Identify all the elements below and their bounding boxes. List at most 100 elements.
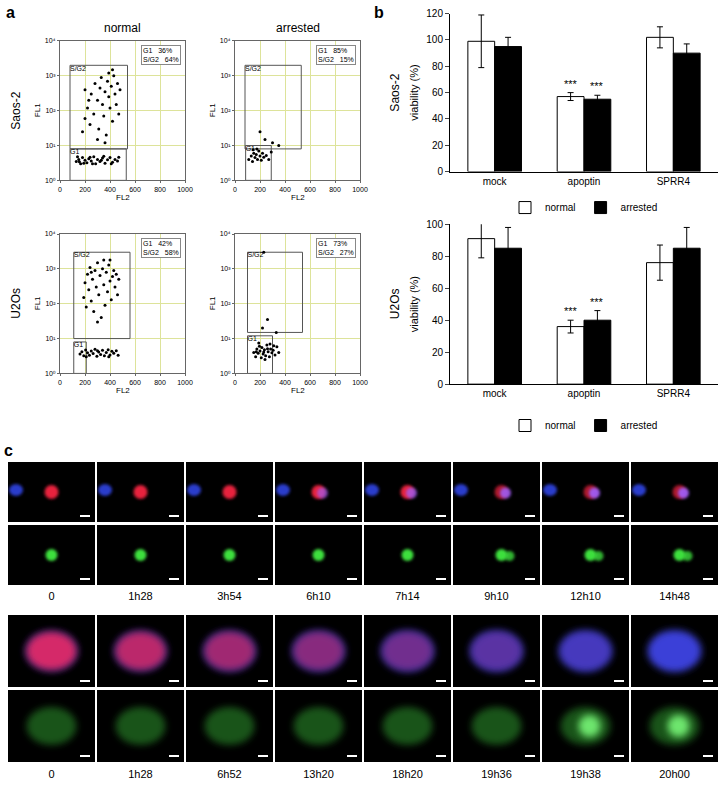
svg-text:10¹: 10¹ bbox=[45, 335, 56, 342]
svg-text:10⁰: 10⁰ bbox=[45, 370, 56, 377]
svg-text:S/G2: S/G2 bbox=[74, 251, 90, 258]
svg-text:1000: 1000 bbox=[177, 379, 193, 386]
svg-text:FL2: FL2 bbox=[116, 193, 130, 202]
svg-text:apoptin: apoptin bbox=[568, 176, 601, 187]
svg-text:G1 36%S/G2 64%: G1 36%S/G2 64% bbox=[143, 47, 179, 63]
svg-text:G1: G1 bbox=[70, 148, 79, 155]
svg-text:10¹: 10¹ bbox=[45, 142, 56, 149]
svg-text:0: 0 bbox=[437, 166, 443, 177]
svg-text:40: 40 bbox=[432, 113, 444, 124]
svg-text:10⁴: 10⁴ bbox=[45, 230, 56, 237]
svg-text:13h20: 13h20 bbox=[303, 768, 334, 780]
svg-text:60: 60 bbox=[432, 87, 444, 98]
svg-text:600: 600 bbox=[129, 379, 141, 386]
svg-text:viability (%): viability (%) bbox=[408, 276, 420, 332]
svg-text:40: 40 bbox=[432, 315, 444, 326]
svg-text:10⁴: 10⁴ bbox=[220, 37, 231, 44]
svg-text:10²: 10² bbox=[220, 107, 231, 114]
svg-text:10⁰: 10⁰ bbox=[45, 177, 56, 184]
svg-text:c: c bbox=[4, 442, 13, 459]
svg-text:0: 0 bbox=[233, 379, 237, 386]
svg-text:10¹: 10¹ bbox=[220, 142, 231, 149]
svg-text:120: 120 bbox=[426, 8, 443, 19]
svg-text:10³: 10³ bbox=[220, 265, 231, 272]
svg-text:b: b bbox=[374, 4, 384, 21]
svg-text:800: 800 bbox=[154, 186, 166, 193]
svg-text:80: 80 bbox=[432, 251, 444, 262]
svg-text:arrested: arrested bbox=[276, 21, 320, 35]
svg-text:mock: mock bbox=[483, 176, 508, 187]
svg-text:S/G2: S/G2 bbox=[245, 65, 261, 72]
svg-text:***: *** bbox=[590, 80, 604, 92]
svg-text:10³: 10³ bbox=[45, 72, 56, 79]
svg-text:400: 400 bbox=[279, 186, 291, 193]
svg-text:1h28: 1h28 bbox=[128, 768, 152, 780]
svg-text:10³: 10³ bbox=[45, 265, 56, 272]
svg-text:G1 73%S/G2 27%: G1 73%S/G2 27% bbox=[318, 240, 354, 256]
svg-text:600: 600 bbox=[304, 186, 316, 193]
svg-text:10²: 10² bbox=[45, 300, 56, 307]
svg-text:20: 20 bbox=[432, 347, 444, 358]
svg-text:6h52: 6h52 bbox=[217, 768, 241, 780]
svg-text:200: 200 bbox=[254, 186, 266, 193]
svg-text:7h14: 7h14 bbox=[395, 590, 419, 602]
svg-text:14h48: 14h48 bbox=[659, 590, 690, 602]
svg-text:12h10: 12h10 bbox=[570, 590, 601, 602]
svg-text:FL2: FL2 bbox=[291, 386, 305, 395]
svg-text:FL1: FL1 bbox=[208, 103, 217, 117]
svg-text:normal: normal bbox=[104, 21, 141, 35]
svg-text:arrested: arrested bbox=[621, 202, 658, 213]
svg-text:Saos-2: Saos-2 bbox=[9, 91, 23, 129]
svg-text:20h00: 20h00 bbox=[659, 768, 690, 780]
svg-text:G1 85%S/G2 15%: G1 85%S/G2 15% bbox=[318, 47, 354, 63]
svg-text:10²: 10² bbox=[45, 107, 56, 114]
svg-text:100: 100 bbox=[426, 219, 443, 230]
svg-text:G1 42%S/G2 58%: G1 42%S/G2 58% bbox=[143, 240, 179, 256]
svg-text:10³: 10³ bbox=[220, 72, 231, 79]
svg-text:normal: normal bbox=[545, 202, 576, 213]
svg-text:10²: 10² bbox=[220, 300, 231, 307]
svg-text:***: *** bbox=[564, 305, 578, 317]
svg-text:10¹: 10¹ bbox=[220, 335, 231, 342]
svg-text:SPRR4: SPRR4 bbox=[657, 388, 691, 399]
svg-text:19h36: 19h36 bbox=[481, 768, 512, 780]
svg-text:0: 0 bbox=[437, 379, 443, 390]
svg-text:Saos-2: Saos-2 bbox=[388, 73, 402, 111]
svg-text:18h20: 18h20 bbox=[392, 768, 423, 780]
svg-text:***: *** bbox=[590, 296, 604, 308]
svg-text:1000: 1000 bbox=[352, 379, 368, 386]
svg-text:6h10: 6h10 bbox=[306, 590, 330, 602]
svg-text:60: 60 bbox=[432, 283, 444, 294]
svg-text:800: 800 bbox=[329, 186, 341, 193]
svg-text:3h54: 3h54 bbox=[217, 590, 241, 602]
svg-text:FL1: FL1 bbox=[33, 103, 42, 117]
svg-text:a: a bbox=[6, 4, 15, 21]
svg-text:200: 200 bbox=[254, 379, 266, 386]
svg-text:SPRR4: SPRR4 bbox=[657, 176, 691, 187]
svg-text:U2Os: U2Os bbox=[388, 289, 402, 320]
svg-text:U2Os: U2Os bbox=[9, 288, 23, 319]
svg-text:S/G2: S/G2 bbox=[248, 251, 264, 258]
svg-text:1000: 1000 bbox=[177, 186, 193, 193]
svg-text:FL1: FL1 bbox=[208, 296, 217, 310]
svg-text:FL2: FL2 bbox=[291, 193, 305, 202]
svg-text:400: 400 bbox=[104, 186, 116, 193]
svg-text:600: 600 bbox=[304, 379, 316, 386]
svg-text:800: 800 bbox=[154, 379, 166, 386]
svg-text:10⁴: 10⁴ bbox=[220, 230, 231, 237]
svg-text:200: 200 bbox=[79, 379, 91, 386]
svg-text:100: 100 bbox=[426, 34, 443, 45]
svg-text:0: 0 bbox=[48, 768, 54, 780]
svg-text:600: 600 bbox=[129, 186, 141, 193]
svg-text:80: 80 bbox=[432, 61, 444, 72]
svg-text:FL2: FL2 bbox=[116, 386, 130, 395]
svg-text:10⁴: 10⁴ bbox=[45, 37, 56, 44]
svg-text:mock: mock bbox=[483, 388, 508, 399]
svg-text:G1: G1 bbox=[248, 335, 257, 342]
svg-text:1h28: 1h28 bbox=[128, 590, 152, 602]
svg-text:800: 800 bbox=[329, 379, 341, 386]
svg-text:***: *** bbox=[564, 78, 578, 90]
svg-text:400: 400 bbox=[279, 379, 291, 386]
svg-text:19h38: 19h38 bbox=[570, 768, 601, 780]
svg-text:arrested: arrested bbox=[621, 420, 658, 431]
